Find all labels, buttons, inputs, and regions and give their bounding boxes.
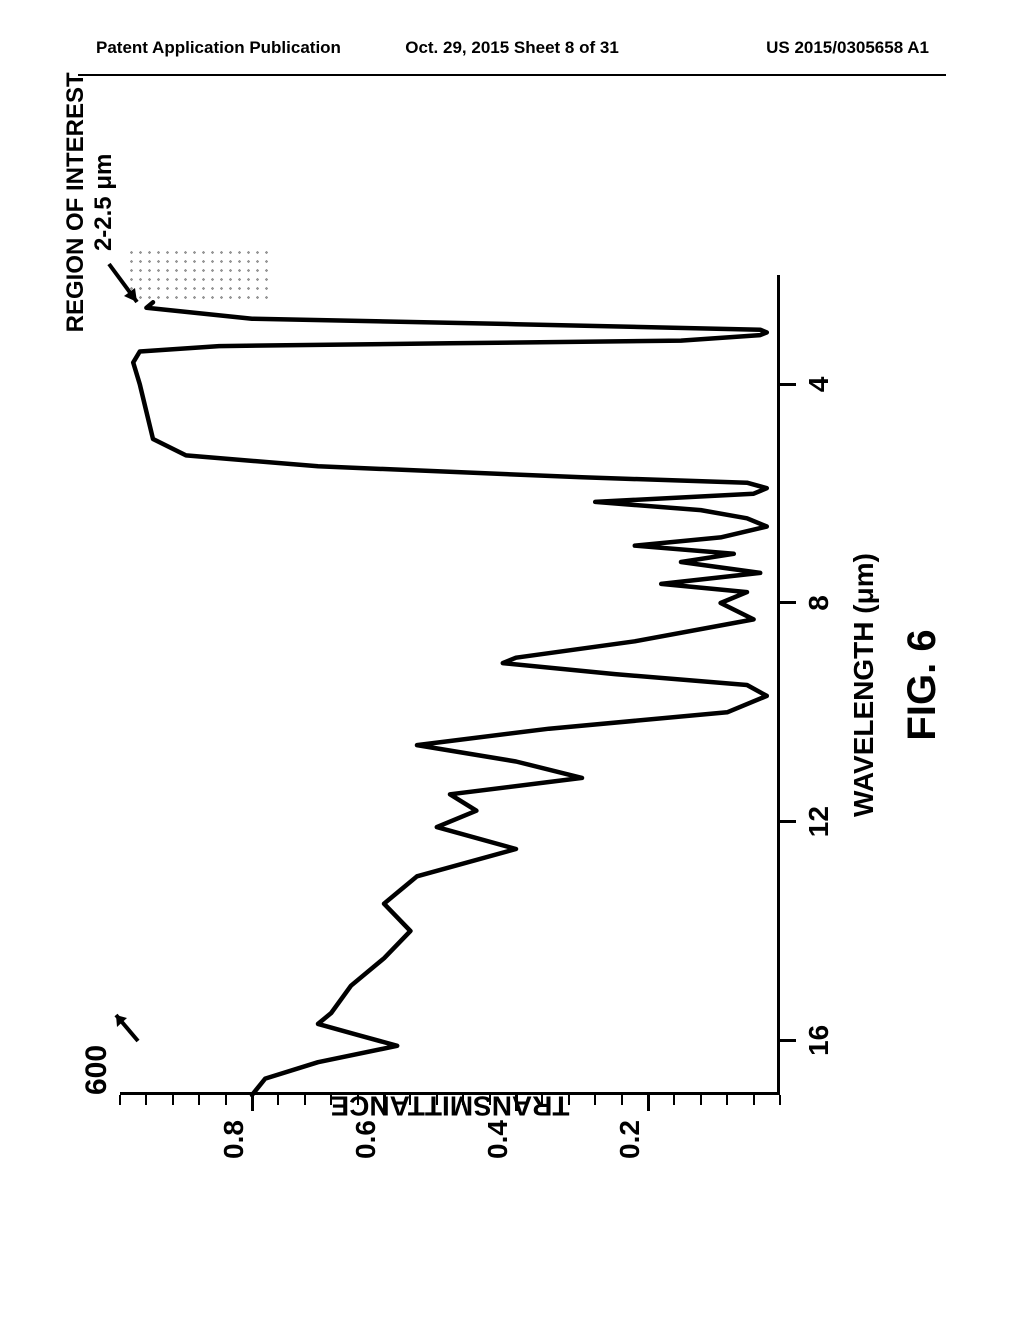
- x-tick-label: 12: [803, 792, 835, 852]
- header-right: US 2015/0305658 A1: [766, 38, 929, 58]
- y-minor-tick: [541, 1095, 543, 1105]
- x-tick-label: 4: [803, 354, 835, 414]
- y-tick-label: 0.2: [614, 1120, 646, 1175]
- y-minor-tick: [621, 1095, 623, 1105]
- y-minor-tick: [436, 1095, 438, 1105]
- y-minor-tick: [330, 1095, 332, 1105]
- y-major-tick: [251, 1095, 254, 1111]
- y-minor-tick: [172, 1095, 174, 1105]
- y-major-tick: [515, 1095, 518, 1111]
- x-major-tick: [780, 1039, 796, 1042]
- x-major-tick: [780, 383, 796, 386]
- figure-rotated-group: TRANSMITTANCE WAVELENGTH (μm) FIG. 6 600…: [60, 115, 960, 1245]
- header-left: Patent Application Publication: [96, 38, 341, 58]
- y-minor-tick: [568, 1095, 570, 1105]
- y-minor-tick: [594, 1095, 596, 1105]
- x-major-tick: [780, 602, 796, 605]
- x-axis-title: WAVELENGTH (μm): [848, 553, 880, 817]
- y-minor-tick: [779, 1095, 781, 1105]
- y-major-tick: [647, 1095, 650, 1111]
- y-minor-tick: [700, 1095, 702, 1105]
- roi-label-line1: REGION OF INTEREST: [62, 72, 89, 332]
- header-center: Oct. 29, 2015 Sheet 8 of 31: [405, 38, 619, 58]
- y-minor-tick: [225, 1095, 227, 1105]
- y-tick-label: 0.6: [350, 1120, 382, 1175]
- x-tick-label: 8: [803, 573, 835, 633]
- figure-container: TRANSMITTANCE WAVELENGTH (μm) FIG. 6 600…: [60, 115, 960, 1245]
- x-tick-label: 16: [803, 1010, 835, 1070]
- y-minor-tick: [357, 1095, 359, 1105]
- y-tick-label: 0.8: [218, 1120, 250, 1175]
- y-minor-tick: [673, 1095, 675, 1105]
- plot-area: TRANSMITTANCE WAVELENGTH (μm) FIG. 6 600…: [120, 275, 780, 1095]
- spectrum-curve: [120, 275, 780, 1095]
- y-tick-label: 0.4: [482, 1120, 514, 1175]
- y-minor-tick: [726, 1095, 728, 1105]
- y-minor-tick: [304, 1095, 306, 1105]
- y-minor-tick: [145, 1095, 147, 1105]
- x-major-tick: [780, 820, 796, 823]
- y-minor-tick: [277, 1095, 279, 1105]
- y-minor-tick: [409, 1095, 411, 1105]
- y-minor-tick: [489, 1095, 491, 1105]
- y-minor-tick: [119, 1095, 121, 1105]
- header-rule: [78, 74, 946, 76]
- y-major-tick: [383, 1095, 386, 1111]
- reference-number: 600: [80, 1045, 114, 1095]
- y-minor-tick: [753, 1095, 755, 1105]
- y-minor-tick: [462, 1095, 464, 1105]
- y-minor-tick: [198, 1095, 200, 1105]
- figure-label: FIG. 6: [900, 629, 945, 740]
